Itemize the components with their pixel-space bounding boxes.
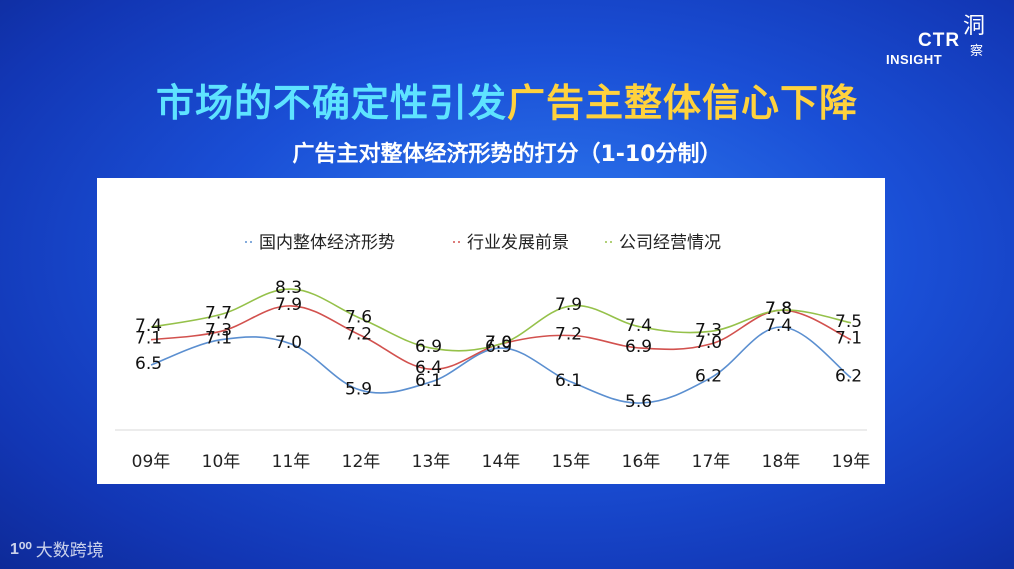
- x-tick-label: 11年: [272, 452, 311, 472]
- x-tick-label: 10年: [202, 452, 241, 472]
- data-label-blue: 6.1: [555, 371, 582, 391]
- data-label-green: 7.3: [695, 320, 722, 340]
- data-label-green: 7.7: [205, 303, 232, 323]
- logo-glyph-cha: 察: [970, 44, 984, 59]
- x-tick-label: 18年: [762, 452, 801, 472]
- title-part-yellow: 广告主整体信心下降: [507, 81, 859, 125]
- data-label-red: 6.4: [415, 358, 442, 378]
- data-label-red: 7.0: [695, 333, 722, 353]
- x-tick-label: 16年: [622, 452, 661, 472]
- x-tick-label: 17年: [692, 452, 731, 472]
- data-label-green: 7.0: [485, 333, 512, 353]
- data-label-red: 7.2: [555, 324, 582, 344]
- title-part-cyan: 市场的不确定性引发: [155, 81, 507, 125]
- x-tick-label: 15年: [552, 452, 591, 472]
- data-label-green: 7.6: [345, 308, 372, 328]
- x-tick-label: 13年: [412, 452, 451, 472]
- data-label-blue: 5.9: [345, 379, 372, 399]
- chart-panel: 09年 10年 11年 12年 13年 14年 15年 16年 17年 18年 19年 6.5 7.1 7…: [97, 178, 885, 484]
- data-label-blue: 6.2: [835, 367, 862, 387]
- data-label-red: 6.9: [625, 337, 652, 357]
- data-label-green: 7.4: [135, 316, 162, 336]
- watermark: 1⁰⁰ 大数跨境: [10, 536, 104, 562]
- chart-subtitle: 广告主对整体经济形势的打分（1-10分制）: [292, 142, 722, 167]
- data-label-red: 7.2: [345, 324, 372, 344]
- data-label-blue: 6.1: [415, 371, 442, 391]
- data-label-red: 7.9: [275, 295, 302, 315]
- data-label-green: 6.9: [415, 337, 442, 357]
- data-label-blue: 6.5: [135, 354, 162, 374]
- data-label-blue: 7.0: [275, 333, 302, 353]
- data-label-blue: 5.6: [625, 392, 652, 412]
- data-label-green: 7.4: [625, 316, 652, 336]
- data-label-red: 7.3: [205, 320, 232, 340]
- x-tick-label: 09年: [132, 452, 171, 472]
- watermark-text: 大数跨境: [35, 541, 104, 561]
- legend-label-blue: 国内整体经济形势: [259, 233, 395, 253]
- legend-label-green: 公司经营情况: [619, 233, 721, 253]
- x-tick-label: 19年: [832, 452, 871, 472]
- data-label-green: 7.8: [765, 299, 792, 319]
- data-label-green: 8.3: [275, 278, 302, 298]
- data-label-blue: 6.2: [695, 367, 722, 387]
- logo-glyph-dong: 洞: [963, 14, 986, 39]
- series-line-green: [150, 288, 852, 352]
- legend-label-red: 行业发展前景: [467, 233, 569, 253]
- series-line-blue: [150, 326, 852, 404]
- data-label-red: 7.0: [485, 333, 512, 353]
- x-tick-label: 14年: [482, 452, 521, 472]
- data-label-red: 7.1: [135, 329, 162, 349]
- logo-insight: INSIGHT: [886, 52, 943, 67]
- slide-title: 市场的不确定性引发广告主整体信心下降: [0, 72, 1014, 127]
- x-tick-label: 12年: [342, 452, 381, 472]
- data-label-blue: 7.1: [205, 329, 232, 349]
- data-label-red: 7.8: [765, 299, 792, 319]
- data-label-green: 7.9: [555, 295, 582, 315]
- data-label-green: 7.5: [835, 312, 862, 332]
- watermark-logo-icon: 1⁰⁰: [10, 540, 32, 558]
- data-label-red: 7.1: [835, 329, 862, 349]
- logo-ctr: CTR: [918, 30, 961, 51]
- data-label-blue: 6.9: [485, 337, 512, 357]
- data-label-blue: 7.4: [765, 316, 792, 336]
